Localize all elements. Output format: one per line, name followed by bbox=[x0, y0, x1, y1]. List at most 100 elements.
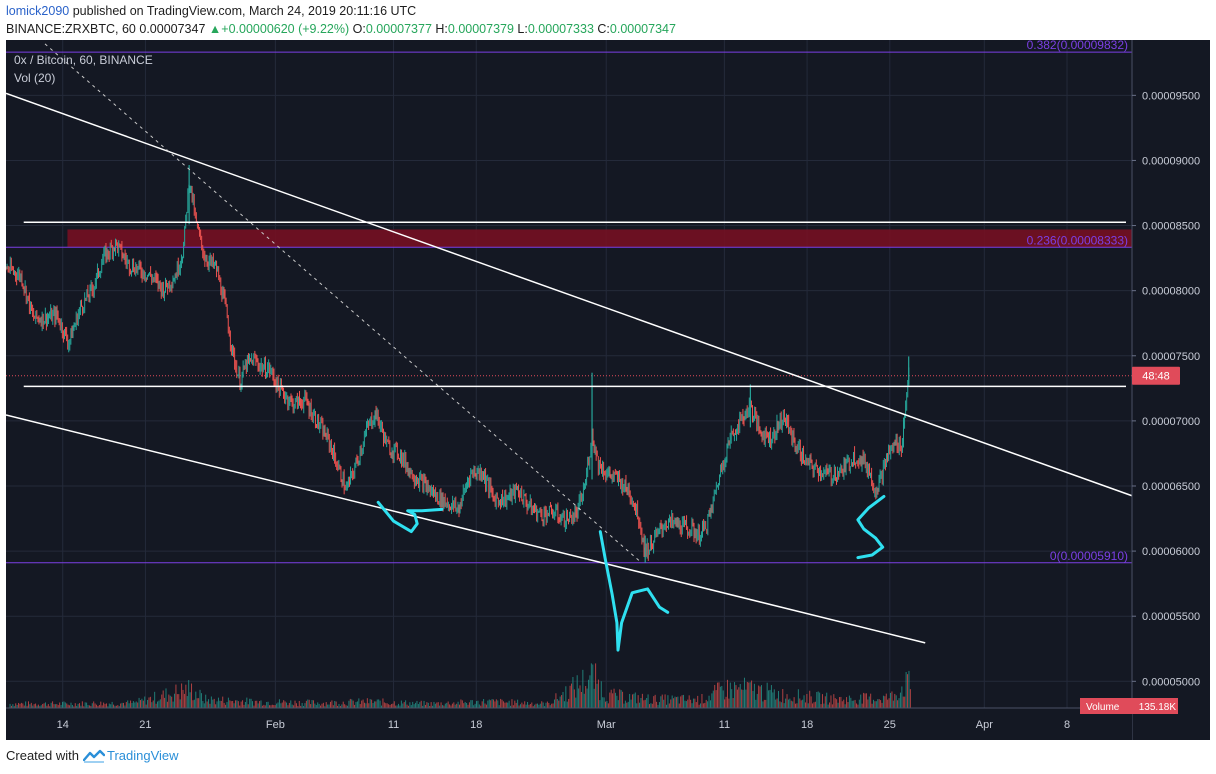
volume-bar bbox=[381, 705, 383, 708]
volume-bar bbox=[205, 694, 207, 708]
volume-bar bbox=[176, 694, 178, 708]
volume-bar bbox=[443, 705, 445, 708]
volume-bar bbox=[605, 701, 607, 708]
volume-bar bbox=[502, 701, 504, 708]
volume-bar bbox=[878, 699, 880, 708]
volume-bar bbox=[179, 699, 181, 708]
volume-bar bbox=[52, 701, 54, 708]
volume-bar bbox=[714, 684, 716, 708]
volume-bar bbox=[717, 682, 719, 708]
volume-bar bbox=[103, 702, 105, 708]
volume-bar bbox=[631, 694, 633, 708]
fib-level-label: 0.382(0.00009832) bbox=[1027, 40, 1128, 52]
volume-bar bbox=[694, 698, 696, 708]
volume-bar bbox=[178, 694, 180, 708]
volume-bar bbox=[215, 704, 217, 708]
volume-bar bbox=[430, 702, 432, 708]
volume-bar bbox=[257, 703, 259, 708]
volume-bar bbox=[334, 700, 336, 708]
volume-bar bbox=[813, 702, 815, 708]
volume-bar bbox=[254, 700, 256, 708]
volume-bar bbox=[664, 694, 666, 708]
grid bbox=[6, 40, 1132, 708]
volume-bar bbox=[307, 699, 309, 708]
volume-bar bbox=[373, 701, 375, 708]
volume-bar bbox=[742, 689, 744, 708]
volume-bar bbox=[368, 703, 370, 708]
volume-bar bbox=[799, 698, 801, 708]
volume-bar bbox=[186, 696, 188, 708]
volume-bar bbox=[875, 701, 877, 708]
volume-bar bbox=[702, 703, 704, 708]
volume-bar bbox=[444, 703, 446, 708]
volume-bar bbox=[191, 683, 193, 708]
volume-bar bbox=[812, 703, 814, 708]
volume-bar bbox=[270, 705, 272, 708]
volume-bar bbox=[386, 703, 388, 708]
volume-bar bbox=[644, 699, 646, 708]
volume-bar bbox=[22, 703, 24, 708]
volume-bar bbox=[797, 689, 799, 708]
volume-bar bbox=[688, 695, 690, 708]
volume-bar bbox=[766, 682, 768, 708]
volume-bar bbox=[166, 701, 168, 708]
volume-bar bbox=[138, 697, 140, 708]
volume-bar bbox=[668, 703, 670, 708]
volume-bar bbox=[596, 683, 598, 708]
volume-bar bbox=[603, 697, 605, 708]
volume-bar bbox=[527, 701, 529, 708]
volume-bar bbox=[477, 700, 479, 708]
volume-bar bbox=[514, 700, 516, 708]
open-label: O: bbox=[352, 22, 366, 36]
volume-bar bbox=[135, 701, 137, 708]
volume-bar bbox=[673, 698, 675, 708]
volume-bar bbox=[337, 705, 339, 708]
volume-bar bbox=[466, 702, 468, 708]
tradingview-link[interactable]: TradingView bbox=[106, 748, 179, 763]
volume-bar bbox=[327, 704, 329, 708]
volume-bar bbox=[434, 703, 436, 708]
volume-bar bbox=[23, 705, 25, 708]
price-chart[interactable]: 0.382(0.00009832) 0.236(0.00008333) 0(0.00… bbox=[5, 38, 1210, 740]
y-tick-label: 0.00006500 bbox=[1142, 481, 1200, 493]
author-link[interactable]: lomick2090 bbox=[6, 4, 70, 18]
volume-bar bbox=[820, 704, 822, 708]
volume-bar bbox=[378, 699, 380, 708]
volume-bar bbox=[188, 680, 190, 708]
volume-bar bbox=[505, 702, 507, 708]
volume-bar bbox=[658, 702, 660, 708]
volume-bar bbox=[675, 697, 677, 708]
change-value: +0.00000620 (+9.22%) bbox=[221, 22, 350, 36]
volume-bar bbox=[561, 695, 563, 708]
volume-bar bbox=[478, 704, 480, 708]
volume-bar bbox=[571, 683, 573, 708]
volume-bar bbox=[599, 700, 601, 708]
volume-bar bbox=[481, 701, 483, 708]
volume-bar bbox=[293, 705, 295, 708]
volume-bar bbox=[629, 693, 631, 708]
trendline bbox=[44, 43, 642, 564]
volume-bar bbox=[142, 700, 144, 708]
volume-bar bbox=[115, 705, 117, 708]
x-tick-label: Mar bbox=[597, 719, 616, 731]
volume-bar bbox=[772, 692, 774, 708]
volume-bar bbox=[185, 684, 187, 708]
volume-bar bbox=[351, 699, 353, 708]
volume-bar bbox=[230, 701, 232, 708]
volume-bar bbox=[743, 677, 745, 708]
x-tick-label: Feb bbox=[266, 719, 285, 731]
volume-bar bbox=[485, 704, 487, 708]
volume-bar bbox=[284, 701, 286, 708]
chart-area[interactable]: 0.382(0.00009832) 0.236(0.00008333) 0(0.00… bbox=[5, 38, 1210, 740]
volume-bar bbox=[653, 696, 655, 708]
volume-bar bbox=[283, 700, 285, 708]
volume-bar bbox=[100, 701, 102, 708]
volume-bar bbox=[704, 702, 706, 708]
volume-bar bbox=[156, 701, 158, 708]
volume-bar bbox=[273, 705, 275, 708]
volume-bar bbox=[607, 703, 609, 708]
volume-bar bbox=[667, 695, 669, 708]
fib-level-label: 0(0.00005910) bbox=[1050, 549, 1128, 563]
volume-bar bbox=[787, 699, 789, 708]
volume-bar bbox=[453, 702, 455, 708]
